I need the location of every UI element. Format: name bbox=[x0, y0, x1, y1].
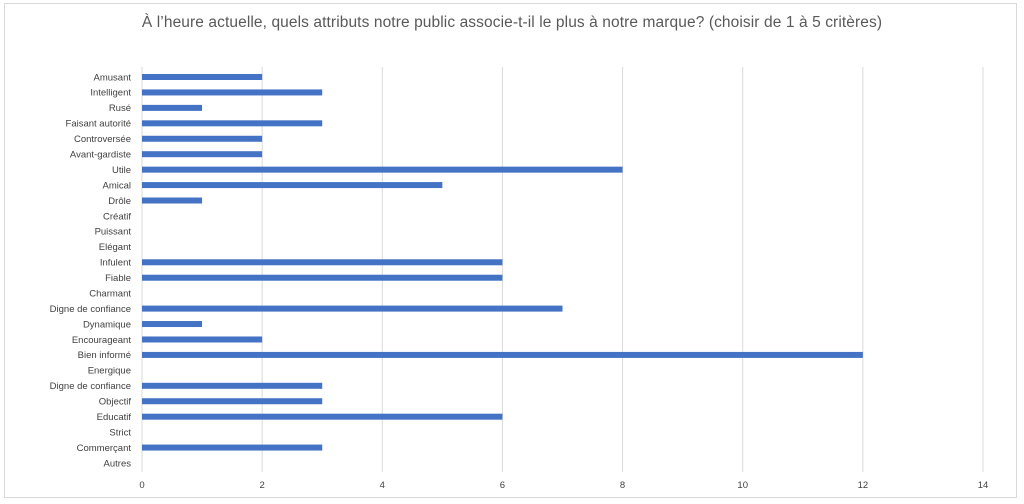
bar bbox=[142, 166, 623, 173]
bar bbox=[142, 336, 263, 343]
category-label: Faisant autorité bbox=[66, 119, 131, 130]
category-label: Commerçant bbox=[77, 443, 132, 454]
bar bbox=[142, 89, 323, 96]
category-label: Strict bbox=[109, 427, 131, 438]
category-label: Digne de confiance bbox=[50, 381, 131, 392]
x-tick-label: 8 bbox=[620, 480, 625, 491]
bar bbox=[142, 274, 503, 281]
x-tick-label: 10 bbox=[737, 480, 748, 491]
category-label: Amical bbox=[102, 180, 131, 191]
gridlines bbox=[141, 67, 984, 472]
category-label: Controversée bbox=[74, 134, 131, 145]
category-label: Energique bbox=[88, 366, 131, 377]
bar bbox=[142, 398, 323, 405]
category-label: Digne de confiance bbox=[50, 304, 131, 315]
bar bbox=[142, 151, 263, 158]
x-tick-labels: 0 2 4 6 8 10 12 14 bbox=[139, 480, 988, 491]
x-tick-label: 6 bbox=[500, 480, 505, 491]
category-label: Intelligent bbox=[90, 88, 131, 99]
category-label: Fiable bbox=[105, 273, 131, 284]
category-label: Créatif bbox=[103, 211, 131, 222]
bar bbox=[142, 444, 323, 451]
category-label: Avant-gardiste bbox=[70, 150, 131, 161]
category-label: Dynamique bbox=[83, 319, 131, 330]
bar bbox=[142, 197, 203, 204]
category-label: Elégant bbox=[99, 242, 132, 253]
x-tick-label: 4 bbox=[380, 480, 385, 491]
x-tick-label: 14 bbox=[978, 480, 989, 491]
bar bbox=[142, 74, 263, 80]
bar bbox=[142, 321, 203, 328]
x-tick-label: 2 bbox=[259, 480, 264, 491]
category-label: Drôle bbox=[108, 196, 131, 207]
bar bbox=[142, 104, 203, 111]
category-label: Educatif bbox=[97, 412, 132, 423]
bar bbox=[142, 413, 503, 420]
bar bbox=[142, 135, 263, 142]
x-tick-label: 12 bbox=[858, 480, 869, 491]
bar bbox=[142, 259, 503, 266]
x-tick-label: 0 bbox=[139, 480, 144, 491]
category-label: Charmant bbox=[89, 288, 131, 299]
category-label: Rusé bbox=[109, 103, 131, 114]
category-labels: Amusant Intelligent Rusé Faisant autorité Co… bbox=[50, 72, 132, 469]
bar bbox=[142, 351, 863, 358]
bar bbox=[142, 305, 563, 312]
bar bbox=[142, 382, 323, 389]
category-label: Amusant bbox=[94, 72, 132, 83]
category-label: Objectif bbox=[99, 397, 132, 408]
category-label: Bien informé bbox=[78, 350, 131, 361]
category-label: Utile bbox=[112, 165, 131, 176]
bars bbox=[142, 74, 863, 451]
category-label: Autres bbox=[104, 458, 132, 469]
bar bbox=[142, 120, 323, 127]
category-label: Puissant bbox=[95, 227, 132, 238]
category-label: Infulent bbox=[100, 258, 132, 269]
chart-title: À l’heure actuelle, quels attributs notr… bbox=[141, 14, 883, 31]
bar bbox=[142, 182, 443, 189]
category-label: Encourageant bbox=[72, 335, 132, 346]
